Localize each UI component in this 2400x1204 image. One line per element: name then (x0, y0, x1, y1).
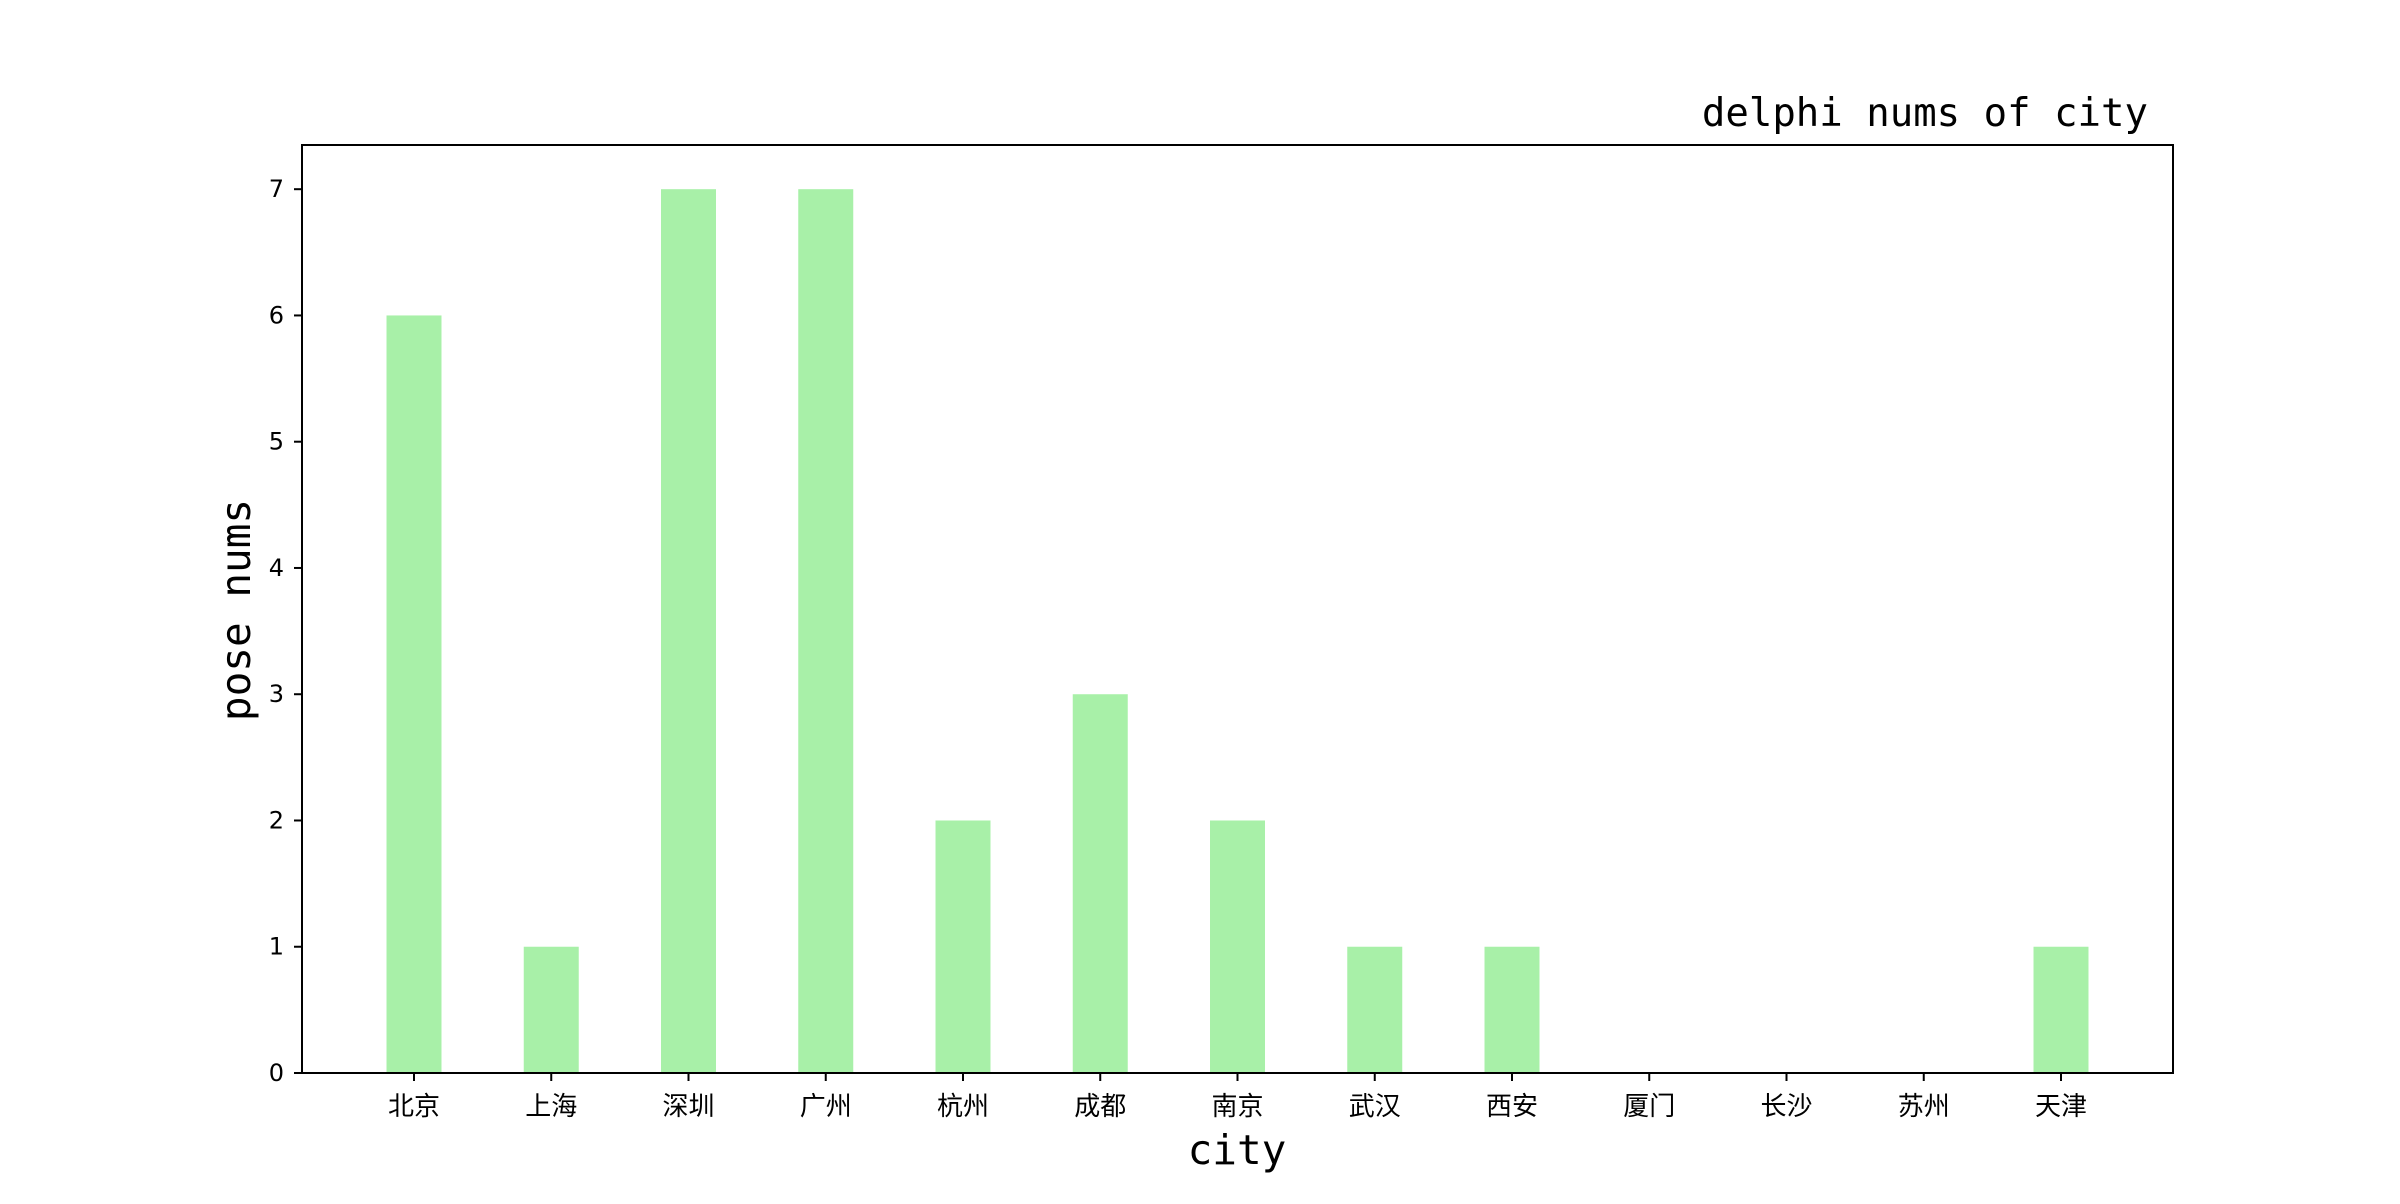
y-tick-label: 3 (269, 680, 284, 708)
x-tick-label: 深圳 (662, 1092, 714, 1122)
x-tick-label: 北京 (388, 1092, 440, 1122)
x-tick-label: 南京 (1211, 1092, 1263, 1122)
y-tick-label: 1 (269, 933, 284, 961)
x-tick-label: 上海 (525, 1092, 577, 1122)
bar-8 (1484, 946, 1540, 1073)
x-tick-label: 长沙 (1760, 1092, 1812, 1122)
bar-4 (935, 820, 991, 1073)
bar-3 (798, 189, 854, 1073)
x-tick-label: 武汉 (1349, 1092, 1401, 1122)
x-axis-ticks: 北京 上海 深圳 广州 杭州 成都 南京 武汉 西安 厦门 长沙 苏州 天津 (388, 1073, 2087, 1122)
x-tick-label: 厦门 (1623, 1092, 1675, 1122)
y-tick-label: 5 (269, 428, 284, 456)
bar-12 (2033, 946, 2089, 1073)
x-tick-label: 苏州 (1898, 1092, 1950, 1122)
y-axis-ticks: 0 1 2 3 4 5 6 7 (269, 175, 302, 1087)
x-tick-label: 广州 (800, 1092, 852, 1122)
x-tick-label: 成都 (1074, 1092, 1126, 1122)
y-tick-label: 4 (269, 554, 284, 582)
y-tick-label: 0 (269, 1059, 284, 1087)
bar-7 (1347, 946, 1403, 1073)
y-tick-label: 7 (269, 175, 284, 203)
x-axis-label: city (1188, 1126, 1287, 1174)
chart-title: delphi nums of city (1702, 91, 2148, 136)
bar-1 (523, 946, 579, 1073)
y-tick-label: 6 (269, 301, 284, 329)
x-tick-label: 西安 (1486, 1092, 1538, 1122)
bar-2 (661, 189, 716, 1073)
x-tick-label: 天津 (2035, 1092, 2087, 1122)
bar-5 (1072, 694, 1128, 1073)
y-tick-label: 2 (269, 806, 284, 834)
bar-0 (386, 315, 442, 1073)
y-axis-label: pose nums (212, 499, 260, 721)
bars-layer (386, 189, 2089, 1073)
x-tick-label: 杭州 (937, 1092, 989, 1122)
bar-6 (1210, 820, 1265, 1073)
